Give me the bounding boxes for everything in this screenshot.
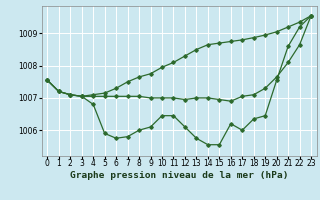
X-axis label: Graphe pression niveau de la mer (hPa): Graphe pression niveau de la mer (hPa) <box>70 171 288 180</box>
